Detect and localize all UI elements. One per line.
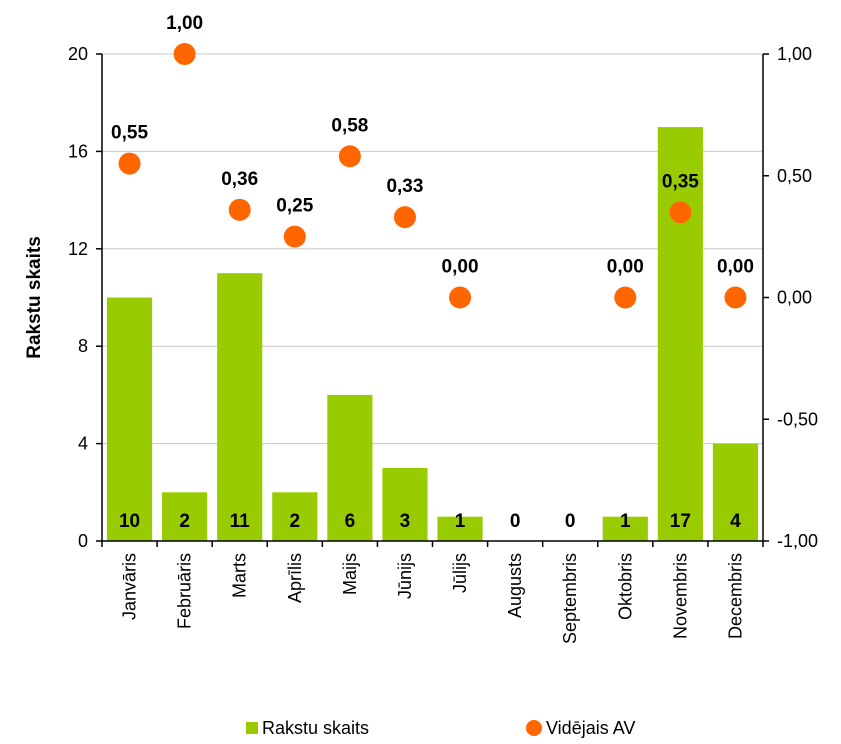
scatter-point	[118, 152, 141, 175]
gridlines	[102, 53, 763, 445]
scatter-point	[669, 201, 692, 224]
point-value-label: 0,25	[276, 196, 313, 217]
point-value-label: 0,36	[221, 169, 258, 190]
bar-value-label: 17	[670, 511, 691, 532]
legend-label-point: Vidējais AV	[546, 718, 635, 738]
bar	[382, 467, 428, 541]
scatter-point	[338, 145, 361, 168]
y2-tick-label: -0,50	[777, 409, 818, 429]
bar-value-label: 3	[400, 511, 411, 532]
bar-series	[106, 127, 759, 542]
point-value-label: 0,00	[607, 257, 644, 278]
bar	[602, 516, 648, 541]
y2-tick-label: 1,00	[777, 44, 812, 64]
bar-value-label: 6	[345, 511, 356, 532]
legend-label-bar: Rakstu skaits	[262, 718, 369, 738]
x-tick-label: Aprīlis	[285, 553, 305, 603]
point-value-label: 1,00	[166, 13, 203, 34]
scatter-point	[724, 286, 747, 309]
scatter-point	[614, 286, 637, 309]
point-value-label: 0,00	[717, 257, 754, 278]
point-value-label: 0,35	[662, 171, 699, 192]
bar-value-label: 2	[290, 511, 301, 532]
bar	[712, 443, 759, 541]
x-tick-label: Novembris	[670, 553, 690, 639]
x-tick-label: Februāris	[175, 553, 195, 629]
bar-value-label: 0	[510, 511, 521, 532]
x-tick-label: Marts	[230, 553, 250, 598]
scatter-point	[283, 225, 306, 248]
bar	[657, 127, 703, 542]
y-tick-label: 16	[68, 141, 88, 161]
legend: Rakstu skaits Vidējais AV	[246, 718, 635, 738]
bar	[162, 492, 208, 541]
y-tick-label: 4	[78, 434, 88, 454]
scatter-point	[393, 206, 416, 229]
y-tick-label: 8	[78, 336, 88, 356]
bar-value-label: 10	[119, 511, 140, 532]
scatter-series	[118, 43, 747, 309]
y2-tick-label: 0,00	[777, 288, 812, 308]
x-tick-label: Jūlijs	[450, 553, 470, 593]
bar-value-label: 1	[620, 511, 631, 532]
point-value-label: 0,00	[442, 257, 479, 278]
bar-value-label: 11	[230, 511, 251, 532]
y2-tick-label: 0,50	[777, 166, 812, 186]
bar	[106, 297, 153, 541]
x-tick-label: Decembris	[725, 553, 745, 639]
legend-swatch-point	[526, 720, 542, 736]
bar	[272, 492, 318, 541]
point-value-label: 0,33	[386, 176, 423, 197]
y-tick-label: 20	[68, 44, 88, 64]
scatter-point	[173, 43, 196, 65]
x-tick-label: Maijs	[340, 553, 360, 595]
bar	[327, 394, 373, 541]
x-tick-label: Septembris	[560, 553, 580, 644]
y-tick-label: 0	[78, 531, 88, 551]
bar	[217, 273, 263, 541]
scatter-point	[228, 198, 251, 221]
data-labels: 10 2 11 2 6 3 1 0 0 1 17 40,551,000,360,250,580,330…	[111, 13, 754, 532]
legend-swatch-bar	[246, 722, 258, 734]
x-tick-label: Oktobris	[615, 553, 635, 620]
x-tick-label: Janvāris	[120, 553, 140, 620]
bar-value-label: 0	[565, 511, 576, 532]
y-axis-title: Rakstu skaits	[24, 236, 45, 359]
bar-value-label: 2	[179, 511, 190, 532]
y2-tick-label: -1,00	[777, 531, 818, 551]
y-tick-label: 12	[68, 239, 88, 259]
point-value-label: 0,58	[331, 115, 368, 136]
point-value-label: 0,55	[111, 123, 148, 144]
bar	[437, 516, 483, 541]
x-tick-label: Jūnijs	[395, 553, 415, 599]
bar-value-label: 4	[730, 511, 741, 532]
bar-value-label: 1	[455, 511, 466, 532]
scatter-point	[449, 286, 472, 309]
x-tick-label: Augusts	[505, 553, 525, 618]
